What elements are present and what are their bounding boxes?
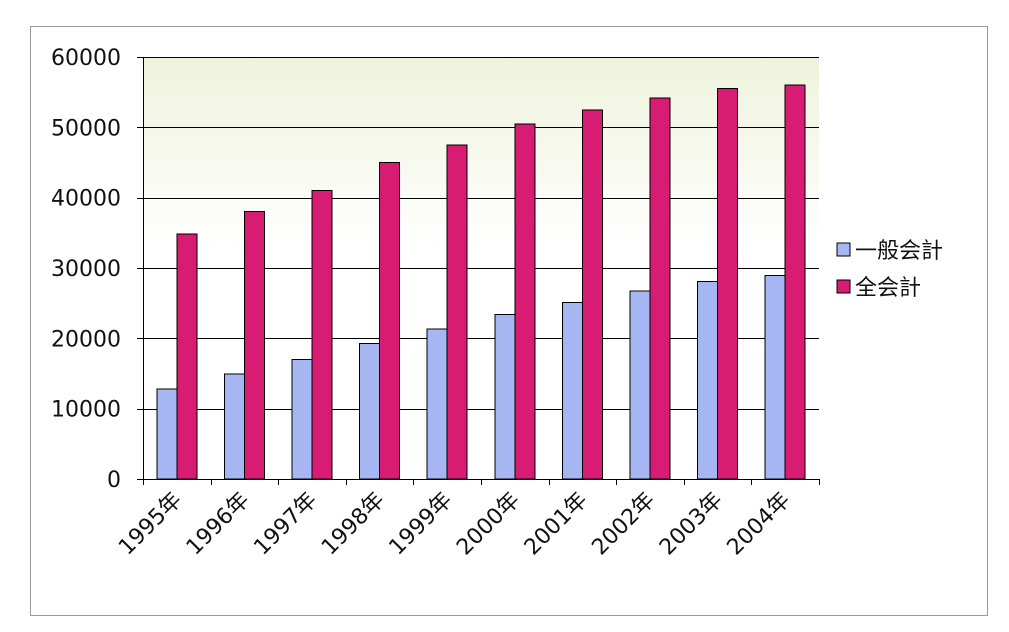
bar-series-0 [156, 388, 178, 480]
bar-series-1 [446, 144, 468, 480]
x-tick-label: 2004年 [723, 488, 796, 561]
bar-series-1 [784, 84, 806, 480]
legend-swatch-series-1 [836, 279, 851, 294]
legend: 一般会計 全会計 [836, 239, 943, 301]
bars [156, 84, 806, 480]
bar-series-1 [311, 190, 333, 480]
chart-frame: 0 10000 20000 30000 40000 50000 60000 1995年 199… [30, 26, 988, 616]
bar-series-1 [379, 162, 401, 480]
y-tick-label: 40000 [51, 187, 121, 212]
x-tick-label: 1999年 [385, 488, 458, 561]
y-tick-labels: 0 10000 20000 30000 40000 50000 60000 [51, 46, 121, 493]
bar-series-0 [561, 301, 583, 480]
x-tick-label: 2002年 [587, 488, 660, 561]
x-tick-label: 1995年 [114, 488, 187, 561]
bar-series-1 [649, 97, 671, 480]
bar-series-0 [764, 275, 786, 480]
bar-series-1 [243, 211, 265, 480]
bar-series-0 [426, 328, 448, 480]
bar-series-1 [514, 123, 536, 480]
x-tick-label: 2001年 [520, 488, 593, 561]
x-tick-label: 1996年 [182, 488, 255, 561]
bar-series-1 [176, 233, 198, 480]
x-tick-label: 1998年 [317, 488, 390, 561]
legend-label-series-0: 一般会計 [855, 239, 943, 264]
bar-series-1 [717, 88, 739, 480]
x-tick-labels: 1995年1996年1997年1998年1999年2000年2001年2002年… [114, 488, 795, 561]
bar-series-0 [629, 290, 651, 480]
y-tick-label: 20000 [51, 327, 121, 352]
legend-swatch-series-0 [836, 242, 851, 257]
legend-label-series-1: 全会計 [855, 276, 921, 301]
bar-series-0 [494, 313, 516, 480]
axes [137, 57, 820, 485]
y-tick-label: 0 [107, 468, 121, 493]
x-tick-label: 2003年 [655, 488, 728, 561]
bar-series-0 [291, 358, 313, 480]
bar-series-0 [697, 280, 719, 480]
y-tick-label: 10000 [51, 398, 121, 423]
y-tick-label: 50000 [51, 116, 121, 141]
x-tick-label: 1997年 [249, 488, 322, 561]
y-tick-label: 60000 [51, 46, 121, 71]
bar-series-1 [581, 109, 603, 480]
bar-series-0 [223, 373, 245, 480]
x-tick-label: 2000年 [452, 488, 525, 561]
y-tick-label: 30000 [51, 257, 121, 282]
bar-series-0 [359, 342, 381, 480]
